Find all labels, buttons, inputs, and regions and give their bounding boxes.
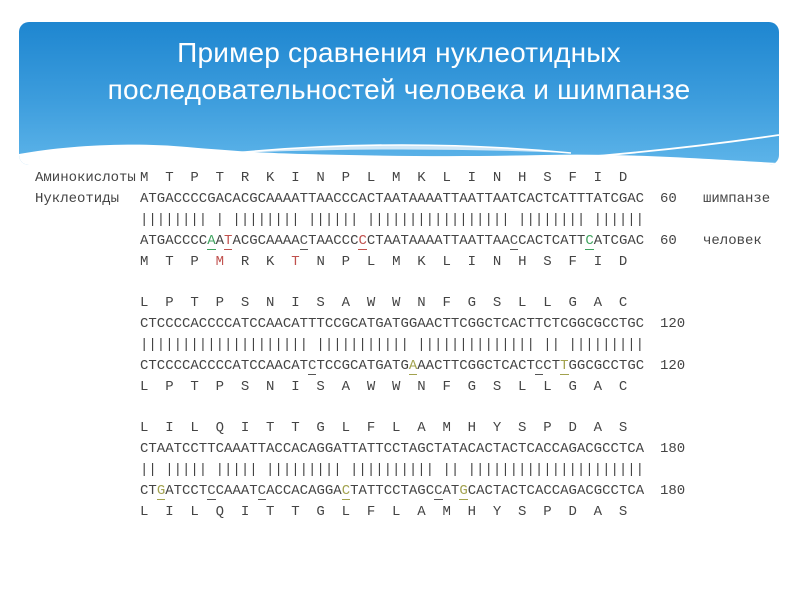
wave-body (19, 144, 779, 165)
sequence-text: ATGACCCCGACACGCAAAATTAACCCACTAATAAAATTAA… (140, 191, 645, 207)
sequence-text: L P T P S N I S A W W N F G S L L G A C (140, 295, 628, 311)
sequence-text: ATGACCCCAATACGCAAAACTAACCCCCTAATAAAATTAA… (140, 233, 645, 250)
mutated-nucleotide: C (534, 358, 544, 375)
alignment-row: ATGACCCCAATACGCAAAACTAACCCCCTAATAAAATTAA… (35, 231, 785, 252)
alignment-row: L I L Q I T T G L F L A M H Y S P D A S (35, 418, 785, 439)
species-label: человек (703, 233, 762, 249)
sequence-text: |||||||| | |||||||| |||||| |||||||||||||… (140, 212, 645, 228)
mutated-residue: T (291, 254, 300, 270)
mutated-nucleotide: C (308, 358, 317, 375)
sequence-text: CTAATCCTTCAAATTACCACAGGATTATTCCTAGCTATAC… (140, 441, 645, 457)
mutated-nucleotide: C (257, 483, 267, 500)
sequence-text: L I L Q I T T G L F L A M H Y S P D A S (140, 420, 628, 436)
alignment-row: CTAATCCTTCAAATTACCACAGGATTATTCCTAGCTATAC… (35, 439, 785, 460)
alignment-block: L I L Q I T T G L F L A M H Y S P D A S C… (35, 418, 785, 523)
alignment-row: CTGATCCTCCAAATCACCACAGGACTATTCCTAGCCATGC… (35, 481, 785, 502)
position-number: 60 (660, 233, 677, 249)
sequence-text: M T P M R K T N P L M K L I N H S F I D (140, 254, 628, 270)
alignment-row: Нуклеотиды ATGACCCCGACACGCAAAATTAACCCACTA… (35, 189, 785, 210)
sequence-text: CTGATCCTCCAAATCACCACAGGACTATTCCTAGCCATGC… (140, 483, 645, 500)
wave-decoration (19, 134, 779, 165)
title-banner: Пример сравнения нуклеотидных последоват… (19, 22, 779, 165)
wave-lens-arc (233, 144, 572, 154)
mutated-nucleotide: T (560, 358, 569, 375)
mutated-nucleotide: A (408, 358, 418, 375)
mutated-nucleotide: T (224, 233, 233, 250)
mutated-residue: M (215, 254, 225, 270)
alignment-row: Аминокислоты M T P T R K I N P L M K L I … (35, 168, 785, 189)
alignment-row: |||||||||||||||||||| ||||||||||| |||||||… (35, 335, 785, 356)
sequence-text: CTCCCCACCCCATCCAACATCTCCGCATGATGAAACTTCG… (140, 358, 645, 375)
mutated-nucleotide: C (585, 233, 594, 250)
mutated-nucleotide: A (207, 233, 216, 250)
species-label: шимпанзе (703, 191, 771, 207)
sequence-text: M T P T R K I N P L M K L I N H S F I D (140, 170, 628, 186)
sequence-text: |||||||||||||||||||| ||||||||||| |||||||… (140, 337, 645, 353)
alignment-row: |||||||| | |||||||| |||||| |||||||||||||… (35, 210, 785, 231)
slide-title-line2: последовательностей человека и шимпанзе (107, 74, 691, 105)
mutated-nucleotide: C (358, 233, 367, 250)
mutated-nucleotide: C (434, 483, 443, 500)
sequence-text: L P T P S N I S A W W N F G S L L G A C (140, 379, 628, 395)
mutated-nucleotide: C (341, 483, 351, 500)
alignment: Аминокислоты M T P T R K I N P L M K L I … (35, 168, 785, 543)
alignment-row: M T P M R K T N P L M K L I N H S F I D (35, 252, 785, 273)
alignment-block: Аминокислоты M T P T R K I N P L M K L I … (35, 168, 785, 273)
mutated-nucleotide: C (509, 233, 519, 250)
sequence-text: CTCCCCACCCCATCCAACATTTCCGCATGATGGAACTTCG… (140, 316, 645, 332)
sequence-text: || ||||| ||||| ||||||||| |||||||||| || |… (140, 462, 645, 478)
position-number: 120 (660, 358, 686, 374)
alignment-row: CTCCCCACCCCATCCAACATCTCCGCATGATGAAACTTCG… (35, 356, 785, 377)
mutated-nucleotide: G (459, 483, 468, 500)
alignment-row: L P T P S N I S A W W N F G S L L G A C (35, 377, 785, 398)
alignment-row: L P T P S N I S A W W N F G S L L G A C (35, 293, 785, 314)
alignment-row: L I L Q I T T G L F L A M H Y S P D A S (35, 502, 785, 523)
mutated-nucleotide: C (299, 233, 309, 250)
mutated-nucleotide: C (207, 483, 216, 500)
position-number: 60 (660, 191, 677, 207)
position-number: 180 (660, 483, 686, 499)
slide-title: Пример сравнения нуклеотидных последоват… (19, 34, 779, 108)
position-number: 180 (660, 441, 686, 457)
alignment-row: CTCCCCACCCCATCCAACATTTCCGCATGATGGAACTTCG… (35, 314, 785, 335)
sequence-text: L I L Q I T T G L F L A M H Y S P D A S (140, 504, 628, 520)
row-label: Аминокислоты (35, 170, 136, 186)
mutated-nucleotide: G (156, 483, 166, 500)
position-number: 120 (660, 316, 686, 332)
row-label: Нуклеотиды (35, 191, 120, 207)
slide-title-line1: Пример сравнения нуклеотидных (177, 37, 621, 68)
wave-right-arc (573, 134, 779, 159)
alignment-row: || ||||| ||||| ||||||||| |||||||||| || |… (35, 460, 785, 481)
alignment-block: L P T P S N I S A W W N F G S L L G A C C… (35, 293, 785, 398)
